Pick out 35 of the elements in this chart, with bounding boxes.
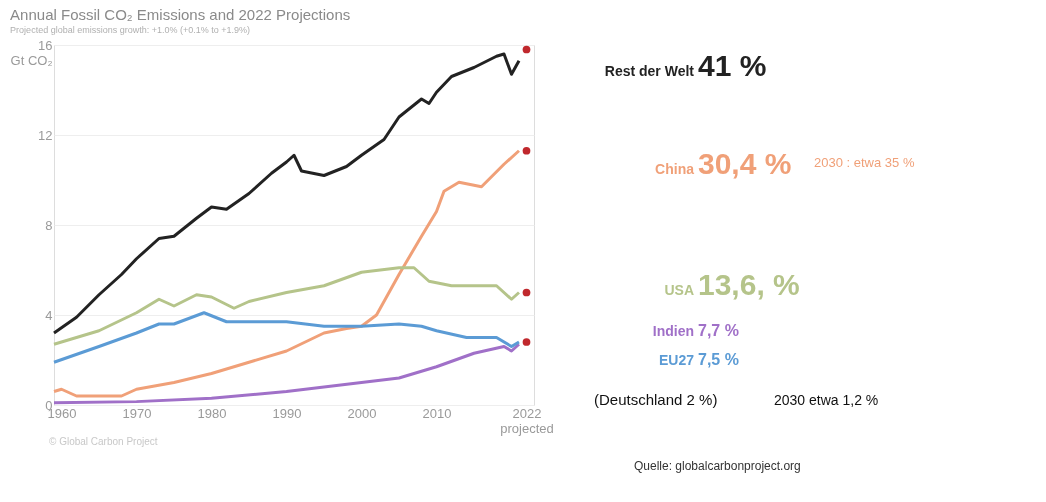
- line-series: [52, 342, 521, 405]
- text: Indien: [652, 323, 694, 339]
- line-series: [52, 266, 521, 346]
- text: 7,7 %: [698, 322, 739, 339]
- y-tick-label: 8: [45, 217, 53, 233]
- line-series: [52, 149, 521, 398]
- text: USA: [664, 282, 694, 298]
- line-series: [52, 311, 521, 364]
- text: 2030 etwa 1,2 %: [774, 392, 879, 408]
- text: 41 %: [698, 49, 767, 82]
- source-note: Quelle: globalcarbonproject.org: [634, 459, 801, 473]
- point: [522, 288, 531, 297]
- x-tick-label: 2010: [422, 405, 452, 421]
- x-tick-label: 1970: [122, 405, 152, 421]
- text: 30,4 %: [698, 147, 792, 180]
- point: [522, 45, 531, 54]
- text: (Deutschland 2 %): [594, 391, 718, 408]
- text: Rest der Welt: [604, 63, 695, 79]
- text: 2030 : etwa 35 %: [814, 155, 915, 170]
- chart-title: Annual Fossil CO₂ Emissions and 2022 Projections: [10, 6, 351, 23]
- x-tick-label: 1980: [197, 405, 227, 421]
- point: [522, 146, 531, 155]
- text: EU27: [658, 352, 695, 368]
- point: [522, 338, 531, 346]
- text: China: [655, 161, 695, 177]
- x-tick-label: 2022 projected: [500, 405, 554, 436]
- x-tick-label: 1990: [272, 405, 302, 421]
- y-tick-label: 16 Gt CO₂: [10, 37, 53, 68]
- y-tick-label: 4: [45, 307, 53, 323]
- line-series: [52, 52, 521, 335]
- text: 13,6, %: [698, 268, 800, 301]
- text: 7,5 %: [698, 351, 739, 368]
- chart-subtitle: Projected global emissions growth: +1.0% (+0.1% to +1.9%): [10, 25, 251, 35]
- x-tick-label: 2000: [347, 405, 377, 421]
- y-tick-label: 12: [38, 127, 53, 143]
